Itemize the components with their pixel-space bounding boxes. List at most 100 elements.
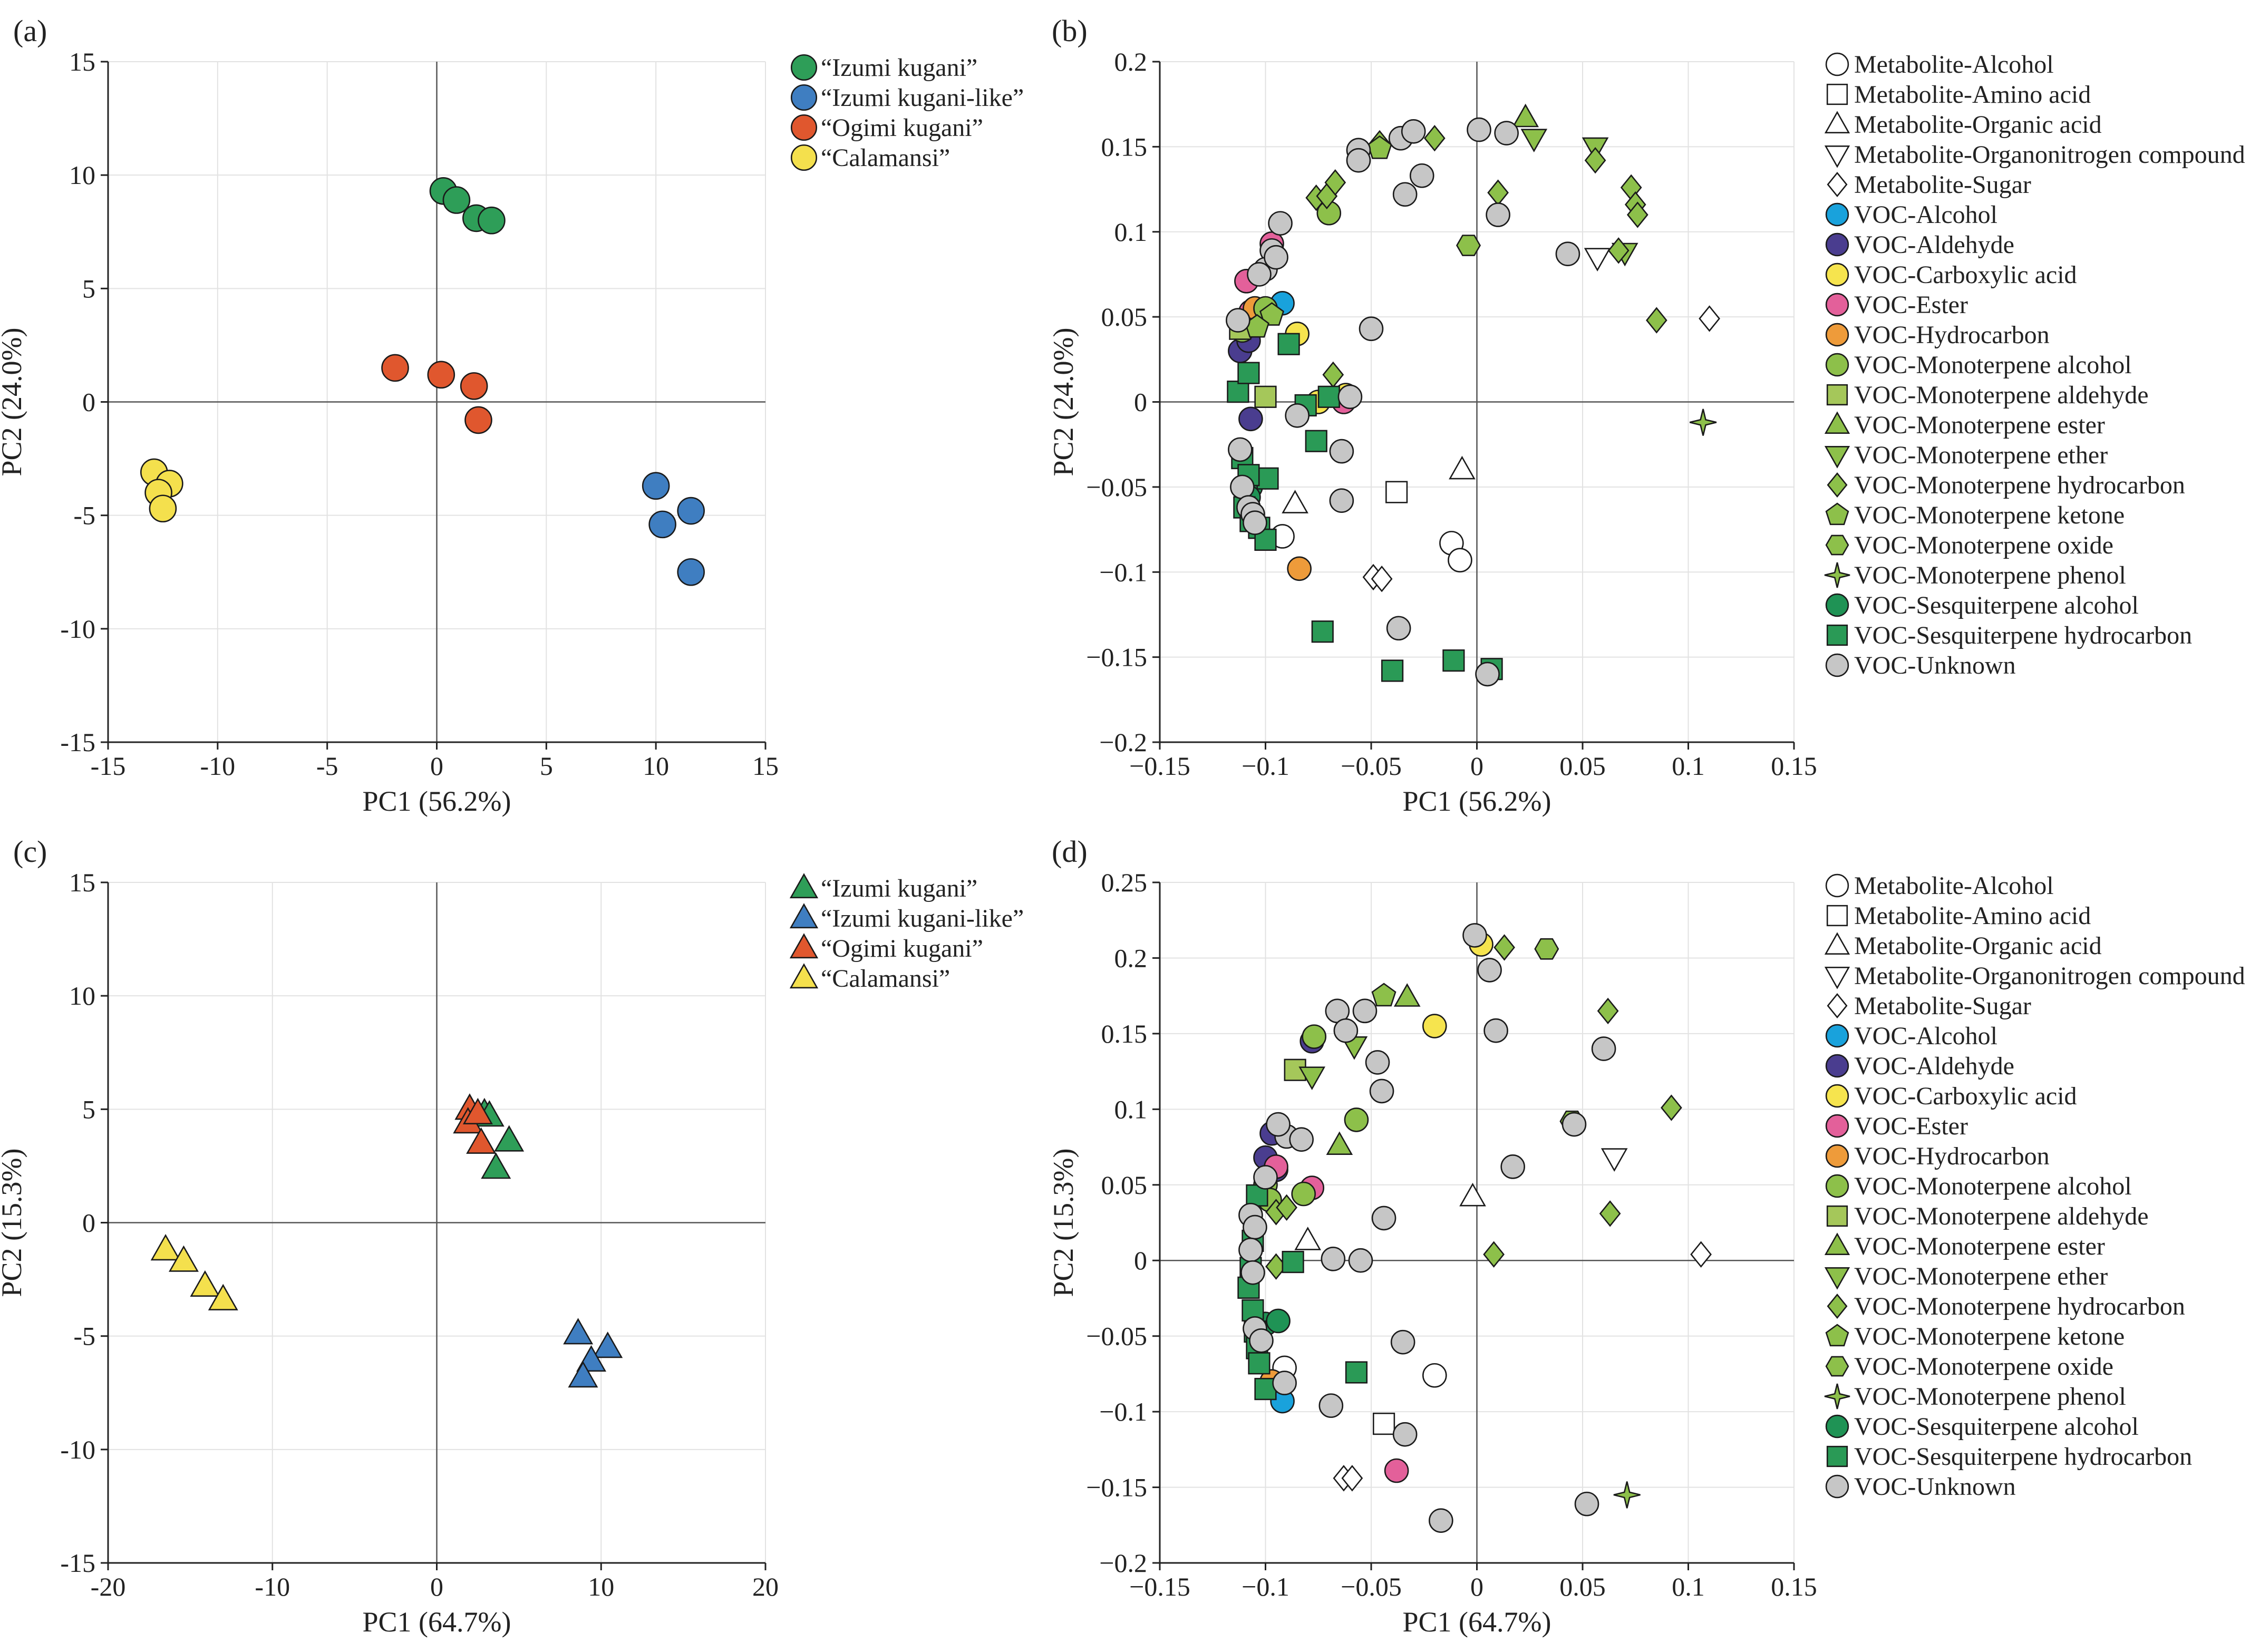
y-tick-label: −0.2 bbox=[1099, 727, 1147, 757]
legend-label: VOC-Monoterpene aldehyde bbox=[1854, 1202, 2149, 1230]
legend-label: Metabolite-Amino acid bbox=[1854, 81, 2091, 109]
series-calamansi bbox=[150, 1233, 238, 1310]
data-point bbox=[442, 186, 471, 214]
data-point bbox=[1311, 620, 1334, 643]
data-point bbox=[1385, 481, 1408, 503]
data-point bbox=[1298, 1066, 1326, 1091]
legend-label: VOC-Alcohol bbox=[1854, 1022, 1997, 1050]
data-point bbox=[464, 406, 492, 434]
data-point bbox=[1276, 1194, 1297, 1221]
y-tick-label: -5 bbox=[73, 1321, 95, 1351]
data-point bbox=[1467, 117, 1491, 142]
legend-marker bbox=[1825, 1174, 1849, 1198]
data-point bbox=[1337, 384, 1363, 410]
legend-marker bbox=[1826, 624, 1848, 646]
data-point bbox=[1240, 1260, 1265, 1285]
x-tick-label: 0.15 bbox=[1771, 1572, 1817, 1601]
x-tick-label: -10 bbox=[255, 1572, 290, 1601]
data-point bbox=[1599, 1200, 1621, 1227]
legend-marker bbox=[1825, 502, 1849, 526]
series-voc-monoterpene-phenol bbox=[1613, 1481, 1641, 1509]
data-point bbox=[1287, 556, 1312, 581]
data-point bbox=[1384, 1458, 1409, 1483]
panel-label: (d) bbox=[1052, 834, 1088, 869]
data-point bbox=[427, 361, 455, 389]
legend-label: “Ogimi kugani” bbox=[821, 114, 983, 142]
legend-label: VOC-Monoterpene oxide bbox=[1854, 1353, 2113, 1381]
legend-marker bbox=[1824, 1232, 1850, 1255]
x-tick-label: 0 bbox=[1470, 751, 1483, 781]
legend-label: VOC-Hydrocarbon bbox=[1854, 1142, 2050, 1170]
y-tick-label: 0 bbox=[1134, 387, 1147, 417]
x-tick-label: 0 bbox=[430, 1572, 443, 1601]
x-tick-label: -10 bbox=[200, 751, 236, 781]
data-point bbox=[1282, 490, 1308, 513]
legend-marker bbox=[1827, 993, 1848, 1018]
legend-marker bbox=[789, 933, 819, 959]
y-axis-label: PC2 (15.3%) bbox=[1048, 1149, 1079, 1297]
data-point bbox=[481, 1152, 511, 1179]
data-point bbox=[1268, 211, 1293, 236]
series-metabolite-amino-acid bbox=[1385, 481, 1408, 503]
y-tick-label: 0.1 bbox=[1114, 217, 1148, 247]
data-point bbox=[1584, 248, 1611, 272]
data-point bbox=[1302, 1024, 1327, 1049]
x-tick-label: 0 bbox=[430, 751, 443, 781]
legend-marker bbox=[1825, 353, 1849, 377]
x-tick-label: −0.1 bbox=[1242, 1572, 1289, 1601]
legend-marker bbox=[1827, 172, 1848, 197]
series-ogimi-kugani bbox=[453, 1093, 497, 1154]
series-calamansi bbox=[140, 458, 183, 523]
x-tick-label: −0.15 bbox=[1129, 1572, 1190, 1601]
data-point bbox=[1661, 1094, 1682, 1121]
legend-marker bbox=[789, 903, 819, 929]
data-point bbox=[1369, 1078, 1394, 1104]
legend-label: Metabolite-Alcohol bbox=[1854, 51, 2054, 79]
data-point bbox=[1248, 1352, 1271, 1375]
legend-label: Metabolite-Organic acid bbox=[1854, 111, 2102, 139]
data-point bbox=[1393, 983, 1421, 1007]
data-point bbox=[1562, 1112, 1587, 1137]
legend-label: VOC-Monoterpene ester bbox=[1854, 411, 2105, 439]
x-axis-label: PC1 (56.2%) bbox=[1403, 785, 1551, 817]
y-tick-label: −0.05 bbox=[1086, 1321, 1147, 1351]
legend-label: VOC-Monoterpene hydrocarbon bbox=[1854, 471, 2185, 499]
legend-label: VOC-Alcohol bbox=[1854, 201, 1997, 229]
data-point bbox=[1294, 1227, 1322, 1250]
y-tick-label: 0.25 bbox=[1101, 868, 1148, 897]
data-point bbox=[1386, 616, 1411, 641]
legend-label: Metabolite-Sugar bbox=[1854, 992, 2031, 1020]
x-tick-label: −0.05 bbox=[1341, 751, 1402, 781]
data-point bbox=[1555, 241, 1580, 267]
data-point bbox=[1266, 1112, 1291, 1137]
legend-label: “Calamansi” bbox=[821, 965, 950, 993]
legend-marker bbox=[1825, 535, 1849, 556]
data-point bbox=[1321, 1247, 1346, 1271]
legend-marker bbox=[1825, 293, 1849, 317]
x-tick-label: 0.1 bbox=[1672, 751, 1705, 781]
y-tick-label: 0.05 bbox=[1101, 1170, 1148, 1200]
data-point bbox=[190, 1270, 220, 1297]
series-izumi-kugani-like bbox=[642, 472, 705, 586]
legend-marker bbox=[1825, 323, 1849, 347]
data-point bbox=[1689, 409, 1717, 436]
data-point bbox=[1392, 1422, 1418, 1447]
series-voc-monoterpene-phenol bbox=[1689, 409, 1717, 436]
data-point bbox=[1459, 1182, 1486, 1207]
x-tick-label: 10 bbox=[643, 751, 669, 781]
data-point bbox=[1324, 169, 1346, 196]
data-point bbox=[466, 1127, 497, 1154]
data-point bbox=[1448, 548, 1472, 572]
data-point bbox=[1591, 1036, 1616, 1061]
data-point bbox=[593, 1332, 623, 1358]
y-tick-label: −0.15 bbox=[1086, 1473, 1147, 1502]
data-point bbox=[648, 510, 676, 539]
legend-label: VOC-Monoterpene ester bbox=[1854, 1232, 2105, 1260]
legend-marker bbox=[1825, 653, 1849, 677]
data-point bbox=[462, 1097, 493, 1124]
series-metabolite-organonitrogen-compound bbox=[1601, 1148, 1628, 1172]
panel-b: (b)−0.15 −0.1 −0.05 0 0.05 0.1 0.15−0.2−0.15−0… bbox=[1048, 14, 2245, 817]
legend-marker bbox=[1825, 1024, 1849, 1048]
legend-marker bbox=[1826, 384, 1848, 406]
